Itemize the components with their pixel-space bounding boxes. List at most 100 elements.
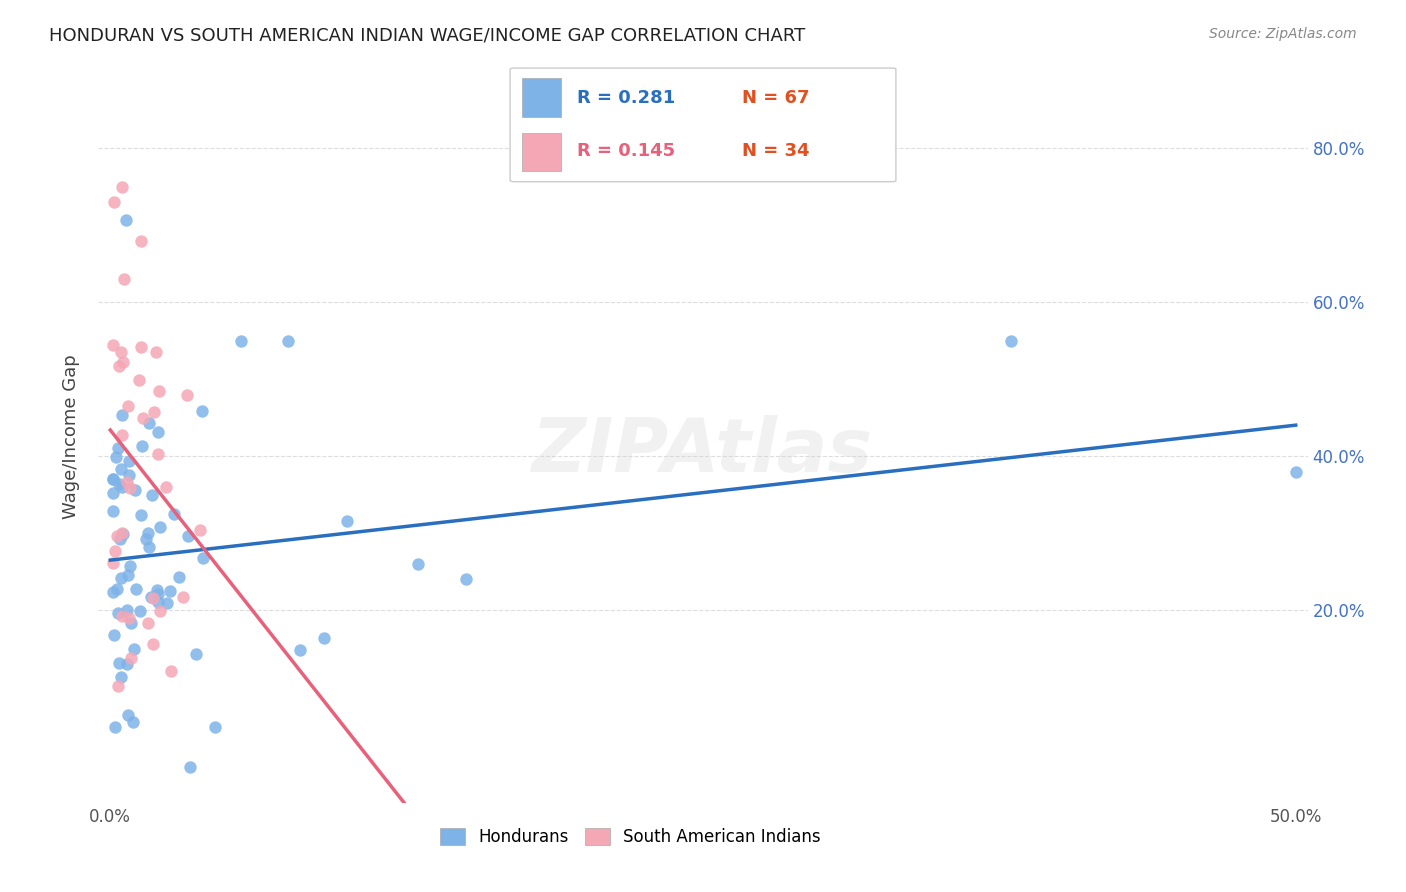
Point — [135, 532, 157, 546]
Point — [104, 450, 127, 464]
Point — [107, 606, 129, 620]
Point — [111, 428, 134, 442]
Point — [103, 194, 125, 209]
Point — [148, 587, 170, 601]
Point — [408, 557, 430, 571]
Point — [110, 670, 132, 684]
FancyBboxPatch shape — [510, 68, 896, 182]
Point — [120, 650, 142, 665]
Point — [131, 439, 153, 453]
Text: ZIPAtlas: ZIPAtlas — [533, 415, 873, 488]
Point — [172, 590, 194, 604]
Point — [132, 411, 155, 425]
Point — [117, 400, 139, 414]
Point — [125, 582, 148, 597]
Bar — [522, 78, 561, 117]
Legend: Hondurans, South American Indians: Hondurans, South American Indians — [433, 822, 828, 853]
Point — [138, 616, 160, 631]
Point — [114, 272, 136, 286]
Point — [111, 480, 134, 494]
Point — [117, 708, 139, 723]
Point — [104, 720, 127, 734]
Text: HONDURAN VS SOUTH AMERICAN INDIAN WAGE/INCOME GAP CORRELATION CHART: HONDURAN VS SOUTH AMERICAN INDIAN WAGE/I… — [49, 27, 806, 45]
Point — [288, 643, 311, 657]
Point — [179, 760, 201, 774]
Point — [149, 604, 172, 618]
Text: R = 0.281: R = 0.281 — [576, 88, 675, 107]
Point — [229, 334, 252, 348]
Point — [110, 462, 132, 476]
Point — [176, 388, 198, 402]
Point — [115, 213, 138, 227]
Point — [138, 416, 160, 430]
Point — [108, 359, 131, 373]
Point — [193, 550, 215, 565]
Point — [101, 338, 124, 352]
Bar — [522, 133, 561, 171]
Point — [1000, 334, 1022, 348]
Point — [108, 533, 131, 547]
Point — [146, 425, 169, 439]
Point — [120, 616, 142, 631]
Point — [163, 507, 186, 521]
Point — [141, 488, 163, 502]
Text: N = 34: N = 34 — [742, 142, 810, 160]
Point — [336, 514, 359, 528]
Point — [129, 340, 152, 354]
Point — [118, 467, 141, 482]
Point — [115, 657, 138, 671]
Point — [111, 355, 134, 369]
Point — [101, 472, 124, 486]
Point — [136, 525, 159, 540]
Point — [142, 591, 165, 606]
Text: N = 67: N = 67 — [742, 88, 810, 107]
Point — [138, 540, 160, 554]
Point — [139, 590, 162, 604]
Point — [110, 345, 132, 359]
Point — [122, 715, 145, 730]
Point — [108, 476, 131, 491]
Point — [204, 720, 226, 734]
Point — [104, 544, 127, 558]
Point — [149, 520, 172, 534]
Point — [101, 486, 124, 500]
Point — [312, 631, 335, 645]
Point — [146, 594, 169, 608]
Point — [148, 384, 170, 399]
Point — [155, 480, 177, 494]
Point — [115, 475, 138, 490]
Point — [107, 680, 129, 694]
Point — [101, 504, 124, 518]
Point — [111, 179, 134, 194]
Point — [160, 664, 183, 678]
Point — [167, 570, 190, 584]
Point — [101, 472, 124, 486]
Point — [128, 604, 150, 618]
Point — [118, 559, 141, 574]
Point — [146, 447, 169, 461]
Point — [117, 603, 139, 617]
Point — [107, 441, 129, 455]
Point — [105, 582, 128, 596]
Text: R = 0.145: R = 0.145 — [576, 142, 675, 160]
Point — [145, 344, 167, 359]
Point — [159, 584, 181, 599]
Point — [129, 508, 152, 522]
Point — [110, 571, 132, 585]
Y-axis label: Wage/Income Gap: Wage/Income Gap — [62, 355, 80, 519]
Point — [111, 526, 134, 541]
Point — [117, 567, 139, 582]
Point — [111, 527, 134, 541]
Point — [105, 529, 128, 543]
Point — [146, 583, 169, 598]
Point — [188, 523, 211, 537]
Point — [122, 642, 145, 657]
Point — [1285, 465, 1308, 479]
Point — [191, 403, 214, 417]
Point — [148, 830, 170, 845]
Point — [118, 611, 141, 625]
Point — [143, 405, 166, 419]
Point — [108, 656, 131, 670]
Point — [111, 408, 134, 422]
Point — [124, 483, 146, 498]
